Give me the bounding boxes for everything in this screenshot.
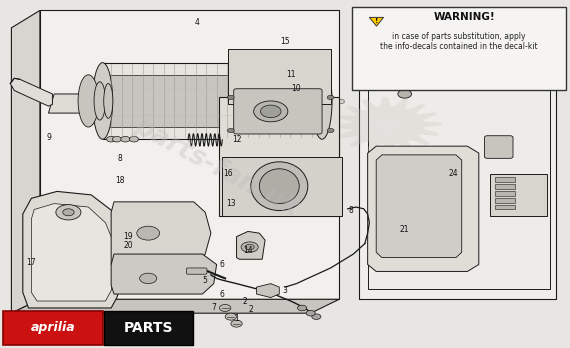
Bar: [495, 177, 515, 182]
Polygon shape: [368, 49, 550, 289]
FancyBboxPatch shape: [186, 268, 207, 274]
Circle shape: [56, 205, 81, 220]
Circle shape: [327, 128, 334, 133]
Polygon shape: [11, 10, 40, 313]
Polygon shape: [219, 97, 339, 216]
Circle shape: [137, 226, 160, 240]
Text: 1: 1: [234, 314, 239, 323]
Circle shape: [370, 115, 405, 136]
Circle shape: [241, 242, 258, 252]
Ellipse shape: [94, 82, 105, 120]
Ellipse shape: [312, 63, 332, 139]
Ellipse shape: [251, 162, 308, 211]
Circle shape: [129, 136, 139, 142]
Circle shape: [219, 304, 231, 311]
Polygon shape: [23, 191, 125, 308]
Circle shape: [121, 136, 130, 142]
Text: 13: 13: [226, 199, 235, 208]
Circle shape: [140, 273, 157, 284]
Polygon shape: [222, 157, 342, 216]
Polygon shape: [103, 63, 322, 139]
Text: 10: 10: [292, 84, 301, 93]
Text: parts-fan.uk: parts-fan.uk: [129, 112, 304, 222]
Polygon shape: [237, 231, 265, 259]
Text: 15: 15: [280, 37, 290, 46]
Circle shape: [112, 136, 121, 142]
FancyBboxPatch shape: [104, 311, 193, 345]
Circle shape: [306, 310, 315, 316]
Circle shape: [312, 314, 321, 319]
Text: 6: 6: [220, 290, 225, 299]
Polygon shape: [10, 78, 52, 106]
Bar: [495, 205, 515, 209]
Text: 24: 24: [449, 169, 458, 179]
FancyBboxPatch shape: [3, 311, 103, 345]
Text: 2: 2: [243, 296, 247, 306]
Circle shape: [245, 244, 254, 250]
Text: 3: 3: [283, 286, 287, 295]
Text: 2: 2: [249, 305, 253, 314]
Circle shape: [327, 95, 334, 100]
Polygon shape: [256, 284, 279, 298]
Bar: [495, 191, 515, 196]
Circle shape: [298, 305, 307, 311]
Polygon shape: [111, 254, 217, 294]
FancyBboxPatch shape: [484, 136, 513, 158]
Text: 19: 19: [124, 232, 133, 241]
Circle shape: [227, 128, 234, 133]
Text: 11: 11: [286, 70, 295, 79]
Text: 20: 20: [124, 241, 133, 250]
Text: 21: 21: [400, 225, 409, 234]
Ellipse shape: [78, 75, 99, 127]
Ellipse shape: [104, 84, 113, 118]
Polygon shape: [108, 75, 311, 127]
FancyBboxPatch shape: [352, 7, 566, 90]
Polygon shape: [228, 49, 331, 104]
Polygon shape: [359, 42, 556, 299]
Circle shape: [227, 95, 234, 100]
Circle shape: [231, 320, 242, 327]
Bar: [495, 184, 515, 189]
Polygon shape: [40, 10, 339, 299]
Text: 14: 14: [243, 246, 253, 255]
Polygon shape: [11, 299, 339, 313]
FancyBboxPatch shape: [234, 89, 322, 134]
Text: in case of parts substitution, apply: in case of parts substitution, apply: [392, 32, 526, 41]
Text: 8: 8: [117, 154, 122, 163]
Text: aprilia: aprilia: [30, 322, 75, 334]
Ellipse shape: [92, 63, 112, 139]
Polygon shape: [369, 17, 384, 26]
Text: WARNING!: WARNING!: [434, 13, 496, 22]
Text: PARTS: PARTS: [124, 321, 173, 335]
Polygon shape: [31, 204, 117, 301]
Polygon shape: [490, 174, 547, 216]
Circle shape: [107, 136, 116, 142]
Circle shape: [225, 313, 237, 320]
Text: 12: 12: [232, 135, 241, 144]
Polygon shape: [111, 202, 211, 264]
Text: 17: 17: [27, 258, 36, 267]
Text: 5: 5: [203, 276, 207, 285]
Text: 6: 6: [220, 260, 225, 269]
Text: 4: 4: [194, 18, 199, 27]
Polygon shape: [333, 97, 442, 153]
Text: 18: 18: [115, 176, 124, 185]
Circle shape: [398, 90, 412, 98]
Text: the info-decals contained in the decal-kit: the info-decals contained in the decal-k…: [380, 42, 538, 52]
Text: 8: 8: [348, 206, 353, 215]
Circle shape: [254, 101, 288, 122]
Bar: [495, 198, 515, 203]
Text: 9: 9: [46, 133, 51, 142]
Circle shape: [260, 105, 281, 118]
Polygon shape: [376, 155, 462, 258]
Text: !: !: [375, 18, 378, 24]
Text: 7: 7: [211, 303, 216, 313]
Circle shape: [63, 209, 74, 216]
Ellipse shape: [259, 169, 299, 204]
Text: 16: 16: [223, 169, 233, 179]
Polygon shape: [48, 94, 105, 113]
Polygon shape: [368, 146, 479, 271]
